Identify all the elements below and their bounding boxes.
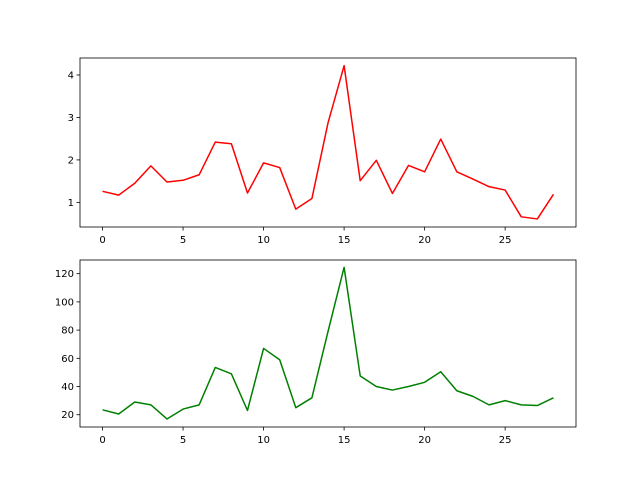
y-tick-label: 80 [61, 326, 74, 337]
y-tick-label: 1 [68, 198, 74, 209]
x-tick-label: 10 [257, 435, 270, 446]
axes-frame [79, 259, 577, 428]
y-tick-label: 4 [68, 70, 74, 81]
y-tick-label: 3 [68, 113, 74, 124]
x-tick-label: 10 [257, 235, 270, 246]
y-tick-label: 100 [55, 297, 74, 308]
x-tick-label: 25 [499, 435, 512, 446]
x-tick-label: 15 [338, 435, 351, 446]
x-tick-label: 15 [338, 235, 351, 246]
x-tick-label: 0 [99, 235, 105, 246]
axes-frame [79, 57, 577, 228]
x-tick-label: 25 [499, 235, 512, 246]
y-tick-label: 2 [68, 155, 74, 166]
x-tick-label: 20 [418, 435, 431, 446]
x-tick-label: 0 [99, 435, 105, 446]
y-tick-label: 120 [55, 269, 74, 280]
line [102, 266, 554, 420]
x-tick-label: 20 [418, 235, 431, 246]
y-tick-label: 20 [61, 410, 74, 421]
x-tick-label: 5 [180, 435, 186, 446]
line [102, 64, 555, 220]
y-tick-label: 40 [61, 382, 74, 393]
y-tick-label: 60 [61, 354, 74, 365]
x-tick-label: 5 [180, 235, 186, 246]
